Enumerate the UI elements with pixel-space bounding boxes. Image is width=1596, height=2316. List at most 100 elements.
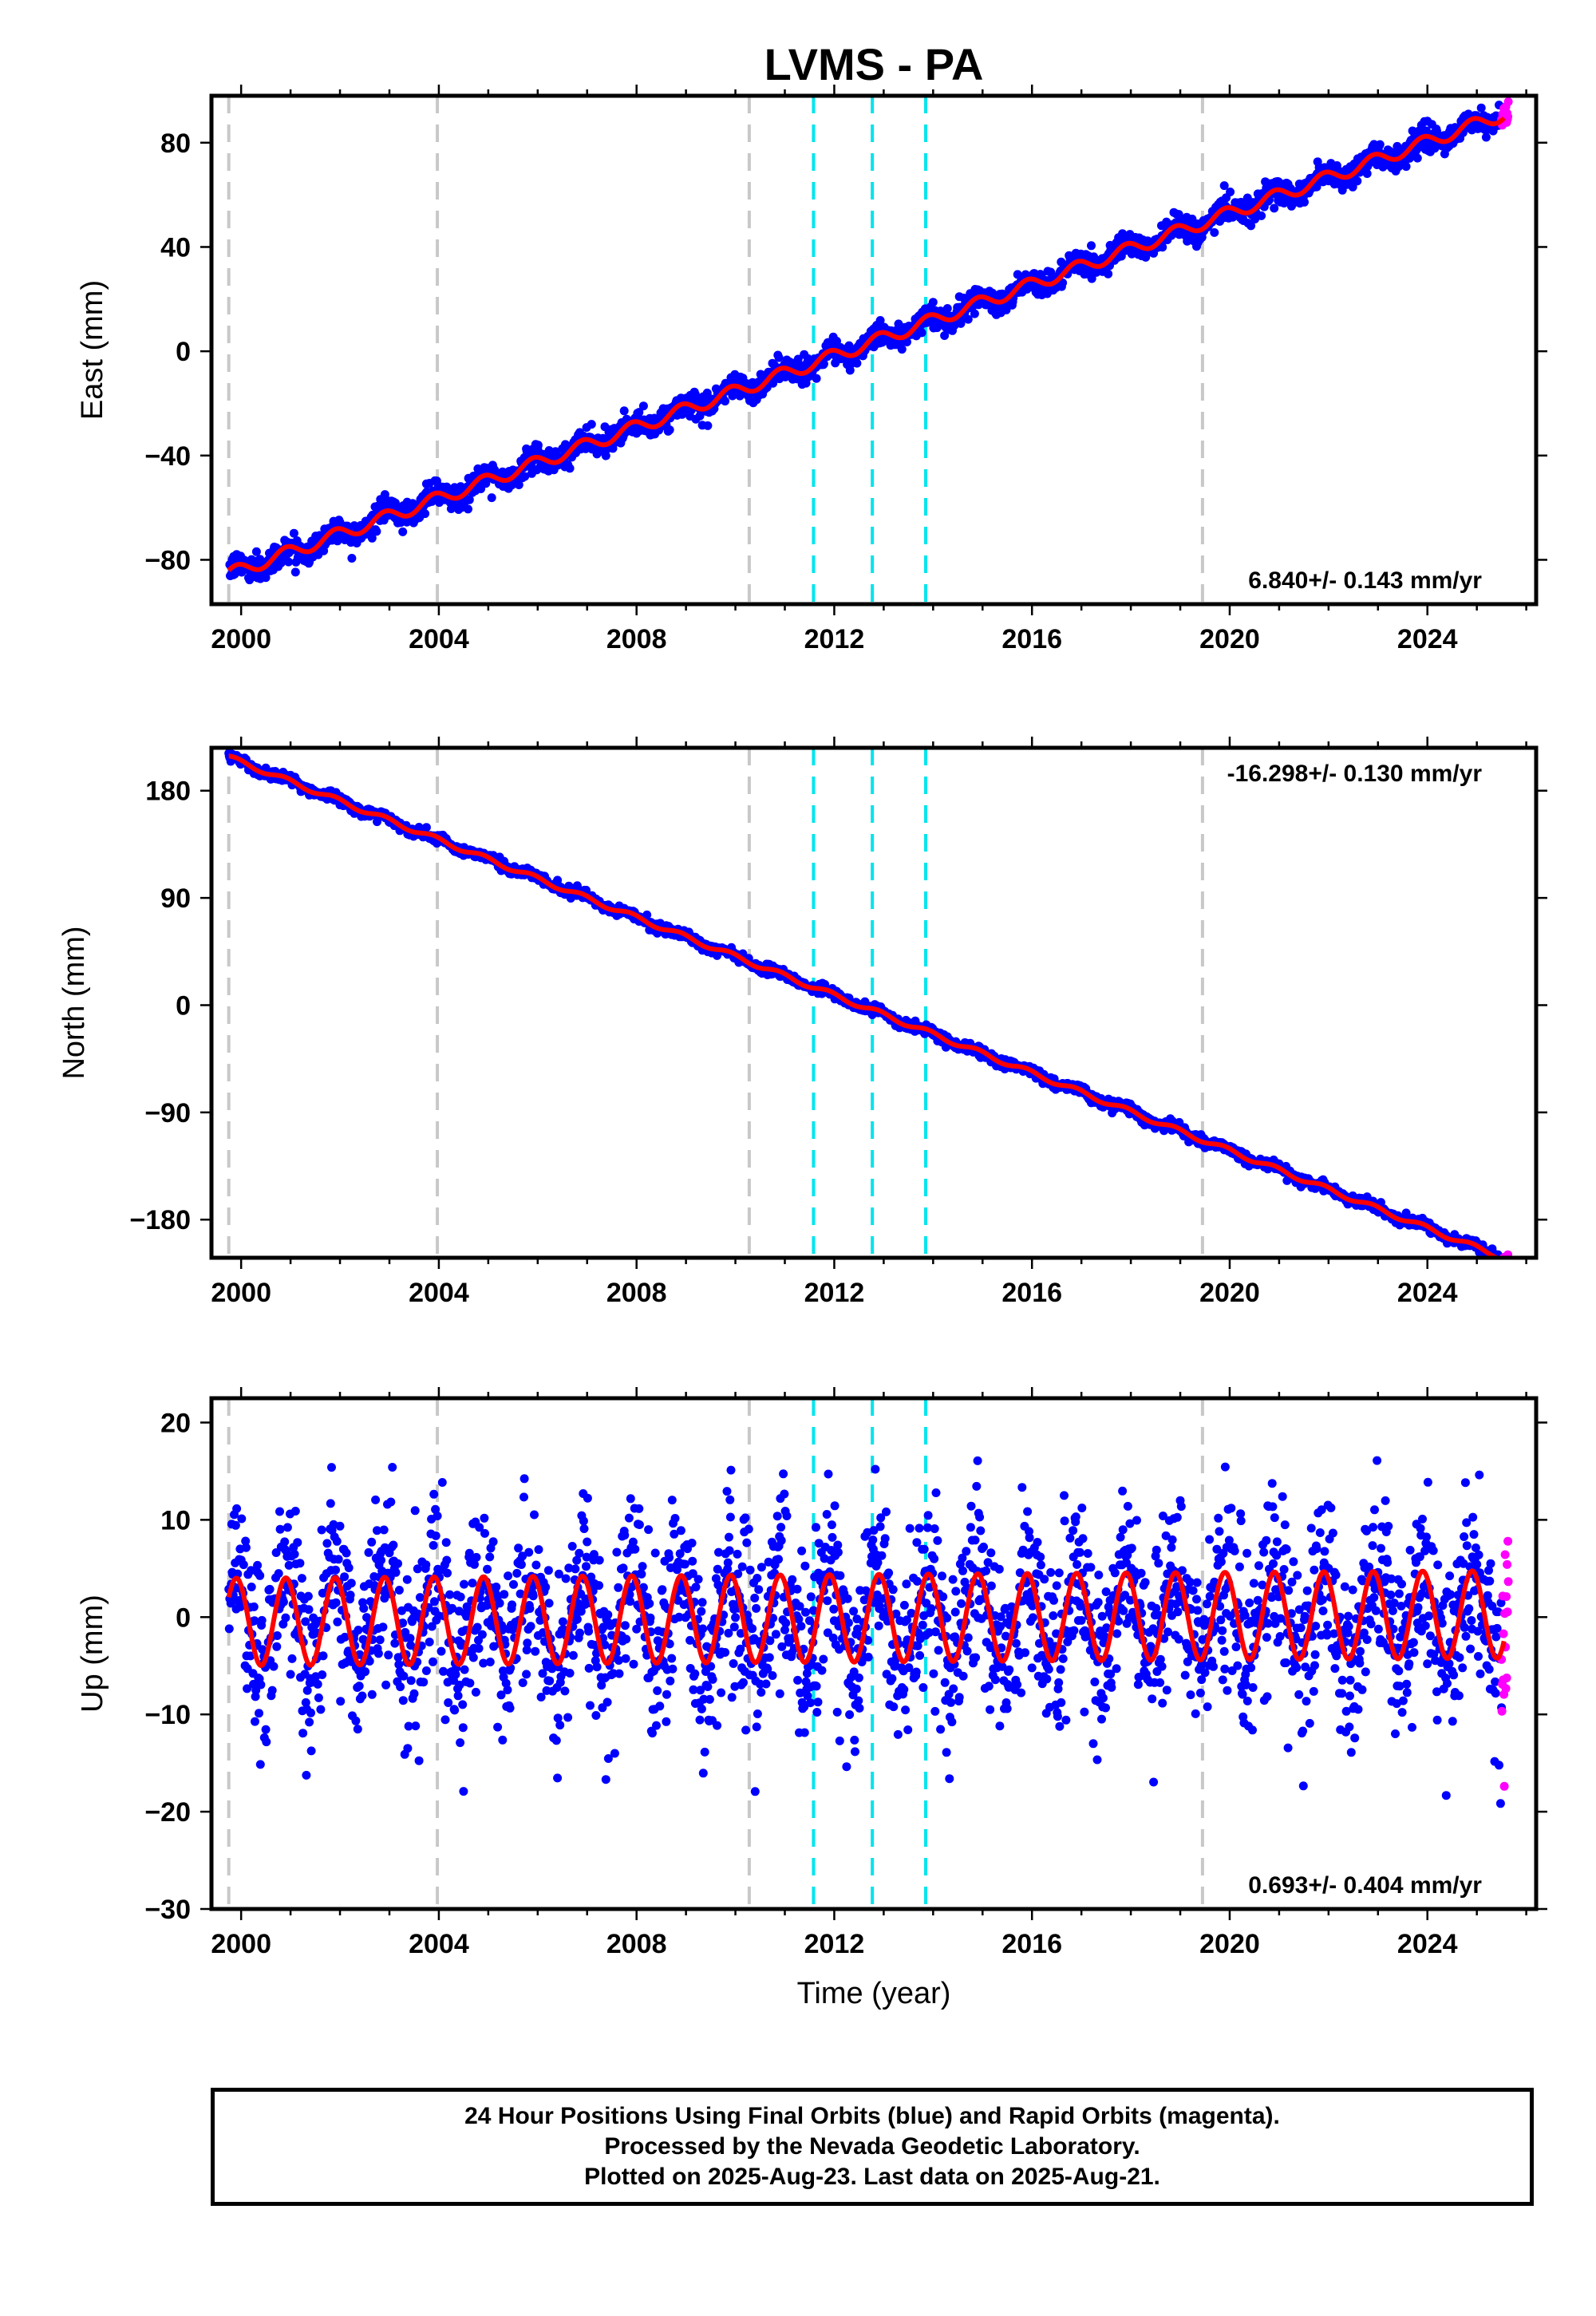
model-fit-line [228, 753, 1505, 1258]
data-point [665, 425, 674, 435]
y-tick-label: 40 [160, 232, 191, 263]
data-point [398, 527, 408, 536]
data-point [1501, 1261, 1510, 1270]
data-point [1300, 197, 1309, 207]
data-point [1498, 1259, 1507, 1268]
y-tick-label: 180 [145, 777, 191, 807]
data-point [1312, 182, 1321, 192]
data-point [289, 528, 298, 538]
data-point [1210, 227, 1219, 237]
x-tick-label: 2012 [804, 624, 865, 654]
data-point [1087, 241, 1096, 251]
panel-north: 2000 2004 2008 2012 2016 2020 2024−180−9009018… [57, 737, 1547, 1308]
data-point [1158, 243, 1167, 252]
data-point [533, 441, 543, 450]
data-point [897, 345, 907, 354]
data-point [940, 331, 950, 340]
data-point [1476, 103, 1486, 113]
x-tick-label: 2024 [1397, 1278, 1458, 1308]
data-point [232, 1504, 242, 1513]
data-point [231, 1520, 240, 1530]
rate-label: 6.840+/- 0.143 mm/yr [1248, 567, 1482, 594]
data-point [634, 408, 644, 417]
x-tick-label: 2012 [804, 1278, 865, 1308]
data-point [290, 567, 300, 577]
rate-label: -16.298+/- 0.130 mm/yr [1227, 761, 1483, 787]
data-point [703, 421, 713, 430]
data-point [421, 509, 430, 519]
data-point [421, 823, 431, 832]
plot-area-north [224, 748, 1513, 1270]
data-point [903, 338, 911, 346]
data-point [587, 420, 596, 429]
data-point [520, 472, 530, 481]
x-tick-label: 2004 [409, 1278, 469, 1308]
data-point [1219, 181, 1229, 191]
x-tick-label: 2000 [211, 1278, 271, 1308]
data-point [1353, 176, 1362, 186]
x-tick-label: 2020 [1199, 1278, 1260, 1308]
data-point [774, 353, 784, 362]
data-point [875, 316, 885, 325]
y-tick-label: −80 [144, 545, 191, 575]
data-point [372, 527, 381, 536]
panel-up: 2000 2004 2008 2012 2016 2020 2024−30−20−10010… [76, 1387, 1547, 2010]
data-point [1503, 97, 1513, 106]
data-point [1401, 162, 1411, 172]
data-point [1226, 188, 1235, 196]
data-point [1495, 1259, 1503, 1267]
x-tick-label: 2016 [1001, 1278, 1062, 1308]
data-point [261, 573, 271, 583]
plot-frame [209, 93, 1539, 607]
data-point [487, 493, 496, 503]
data-point [514, 480, 523, 489]
x-tick-label: 2004 [409, 624, 469, 654]
x-tick-label: 2000 [211, 624, 271, 654]
data-point [464, 504, 472, 514]
y-tick-label: −180 [129, 1205, 191, 1235]
panel-east: 2000 2004 2008 2012 2016 2020 2024−80−4004080E… [76, 85, 1547, 654]
model-fit-line [227, 116, 1506, 572]
y-axis-label: East (mm) [76, 280, 109, 420]
data-point [1362, 169, 1372, 178]
data-point [1498, 1259, 1507, 1267]
y-tick-label: −40 [144, 441, 191, 472]
x-tick-label: 2020 [1199, 624, 1260, 654]
data-point [1246, 221, 1256, 231]
data-point [601, 451, 610, 460]
plot-area-up [224, 1398, 1513, 1909]
data-point [928, 298, 938, 307]
data-point [1270, 204, 1279, 213]
data-point [1104, 269, 1113, 279]
data-point [1481, 132, 1491, 142]
x-tick-label: 2008 [606, 1278, 667, 1308]
data-point [565, 464, 575, 473]
data-point [1087, 274, 1096, 283]
data-point [224, 1624, 234, 1634]
data-point [852, 358, 862, 368]
x-tick-label: 2016 [1001, 624, 1062, 654]
y-tick-label: −90 [144, 1098, 191, 1128]
data-point [1412, 153, 1422, 163]
data-point [619, 406, 629, 416]
y-tick-label: 0 [176, 337, 191, 367]
data-point [812, 373, 821, 383]
data-point [721, 397, 730, 406]
data-point [1501, 1260, 1510, 1269]
x-tick-label: 2008 [606, 624, 667, 654]
data-point [942, 304, 952, 313]
y-tick-label: 0 [176, 990, 191, 1021]
data-point [970, 309, 979, 318]
data-point [1013, 270, 1022, 279]
data-point [963, 314, 973, 324]
data-point [347, 554, 357, 563]
data-point [1257, 211, 1266, 220]
plot-area-east [225, 96, 1513, 604]
y-tick-label: 80 [160, 128, 191, 159]
data-point [1503, 112, 1513, 121]
data-point [1502, 1261, 1511, 1270]
data-point [1375, 140, 1385, 149]
data-point [464, 495, 474, 504]
data-point [638, 401, 648, 411]
